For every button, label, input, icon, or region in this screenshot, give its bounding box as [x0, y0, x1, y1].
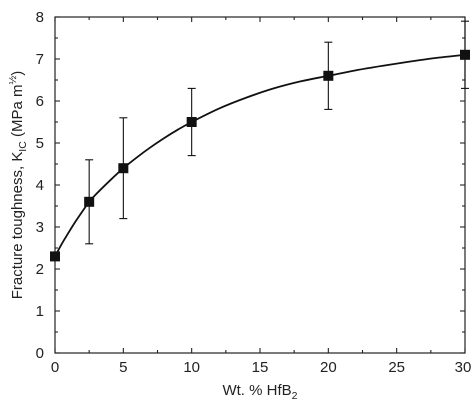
x-tick-label: 25: [388, 359, 405, 376]
x-tick-label: 5: [119, 359, 127, 376]
data-point-marker: [460, 49, 470, 60]
y-tick-label: 3: [36, 219, 44, 236]
y-axis-title-close: ): [9, 71, 26, 76]
data-point-marker: [118, 163, 129, 174]
fit-curve-layer: [54, 53, 466, 257]
data-point-marker: [323, 70, 334, 81]
y-axis-title-main: Fracture toughness, K: [9, 152, 26, 300]
axis-ticks: [54, 16, 466, 354]
y-tick-label: 4: [36, 177, 44, 194]
y-tick-label: 8: [36, 9, 44, 26]
y-tick-label: 6: [36, 93, 44, 110]
data-point-marker: [84, 196, 95, 207]
y-axis-title-subscript: IC: [17, 141, 29, 152]
y-tick-label: 7: [36, 51, 44, 68]
x-axis-title-subscript: 2: [292, 390, 298, 402]
y-tick-label: 2: [36, 261, 44, 278]
y-axis-title: Fracture toughness, KIC (MPa m½): [7, 71, 29, 300]
fit-curve: [54, 53, 466, 257]
data-point-marker: [50, 251, 60, 262]
x-tick-label: 20: [320, 359, 337, 376]
y-axis-title-unit: (MPa m: [9, 85, 26, 142]
x-tick-label: 15: [252, 359, 269, 376]
x-axis-title-main: Wt. % HfB: [222, 382, 291, 399]
x-tick-label: 30: [455, 359, 472, 376]
y-axis-title-superscript: ½: [7, 76, 19, 85]
y-tick-label: 1: [36, 303, 44, 320]
error-bars: [85, 20, 469, 245]
data-point-marker: [186, 117, 197, 127]
y-tick-label: 5: [36, 135, 44, 152]
x-tick-label: 10: [183, 359, 200, 376]
plot-frame: [54, 16, 466, 354]
y-tick-label: 0: [36, 345, 44, 362]
x-tick-label: 0: [51, 359, 59, 376]
tick-labels: 0 5 10 15 20 25 30 0 1 2 3 4 5 6 7 8: [36, 9, 472, 376]
data-markers: [50, 49, 470, 262]
x-axis-title: Wt. % HfB2: [222, 382, 297, 402]
